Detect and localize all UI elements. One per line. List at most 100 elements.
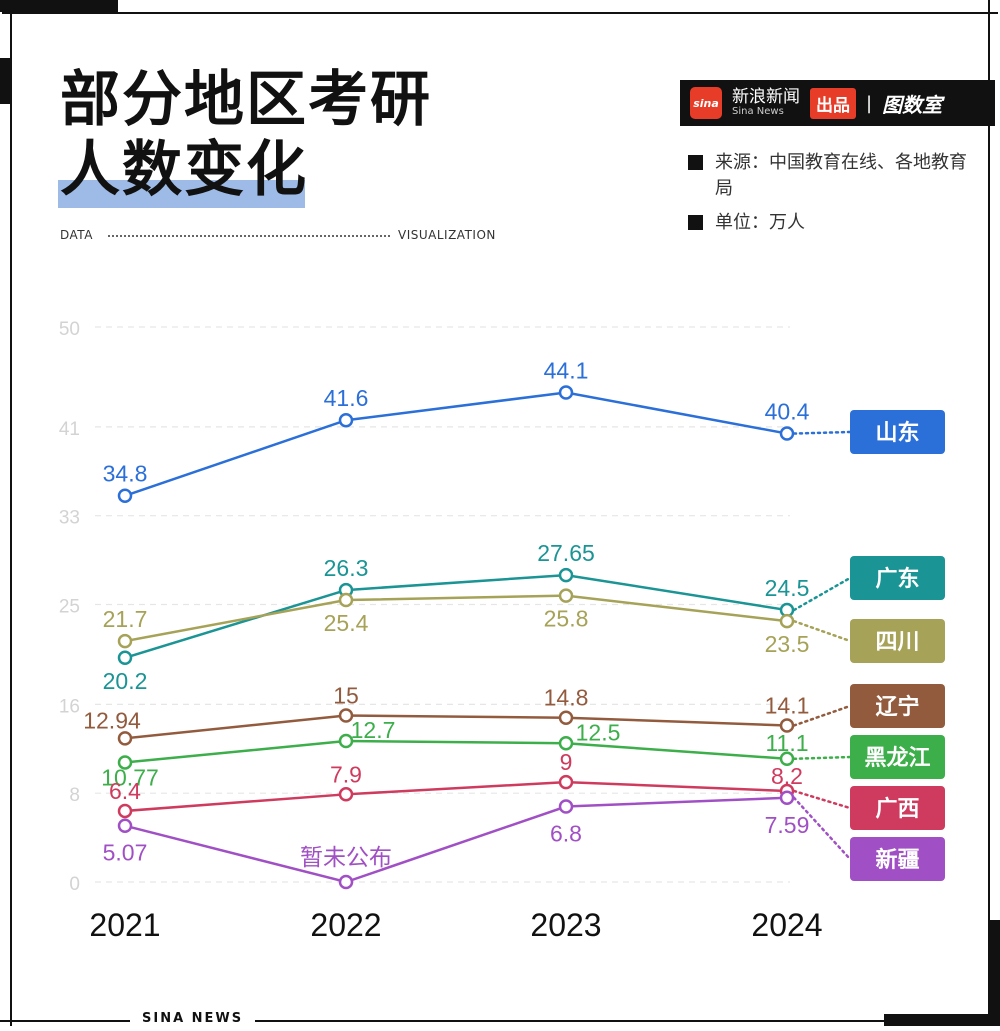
frame-top [2,12,998,14]
data-label: 26.3 [324,555,369,581]
series-line-2 [124,594,788,643]
data-point [779,426,795,441]
x-tick-label: 2022 [310,907,381,943]
bullet-square-icon [688,155,703,170]
data-point [338,733,354,749]
data-label: 44.1 [544,357,589,383]
data-point [338,412,354,428]
legend-connector [792,755,852,761]
data-label: 12.7 [351,717,396,743]
y-tick-label: 16 [59,696,80,717]
data-label: 40.4 [765,399,810,425]
data-label: 14.1 [765,692,810,718]
data-label: 20.2 [103,668,148,694]
data-point [558,799,574,814]
data-label: 8.2 [771,763,803,789]
data-label: 12.5 [576,719,621,745]
data-point [558,385,574,400]
y-tick-label: 33 [59,508,80,529]
unit-text: 单位：万人 [715,212,805,233]
data-point [338,874,354,890]
data-label: 15 [333,683,359,709]
data-label: 暂未公布 [300,844,392,870]
corner-left-notch [0,58,12,104]
data-label: 25.4 [324,610,369,636]
legend-connector [792,796,852,861]
dotted-rule [108,235,390,237]
legend-label: 辽宁 [875,694,919,720]
data-label: 12.94 [83,707,141,733]
data-point [117,633,133,649]
source-note: 来源：中国教育在线、各地教育局 [688,150,983,202]
legend-label: 黑龙江 [864,746,930,771]
data-label: DATA [60,228,93,242]
data-point [338,787,354,802]
data-label: 34.8 [103,461,148,487]
series-line-6 [124,796,788,884]
legend-pill [850,735,945,779]
corner-top-left [0,0,118,12]
data-label: 7.9 [330,761,362,787]
data-point [558,710,574,725]
y-tick-label: 0 [69,874,80,895]
legend-connector [792,789,852,810]
data-label: 10.77 [101,764,159,790]
title-highlight [58,180,305,208]
brand-name: 新浪新闻 Sina News [732,88,800,117]
data-label: 41.6 [324,385,369,411]
data-label: 23.5 [765,631,810,657]
unit-note: 单位：万人 [688,210,805,236]
data-label: 24.5 [765,575,810,601]
data-point [117,488,133,503]
data-point [558,774,574,790]
data-point [117,755,133,770]
data-label: 7.59 [765,812,810,838]
legend-pill [850,786,945,830]
legend-pill [850,837,945,881]
data-label: 25.8 [544,606,589,632]
visualization-label: VISUALIZATION [398,228,496,242]
data-label: 27.65 [537,540,595,566]
page-title-line1: 部分地区考研 [60,65,432,135]
data-point [558,736,574,751]
legend-label: 山东 [875,420,919,446]
data-label: 6.8 [550,821,582,847]
series-line-4 [124,739,788,764]
y-tick-label: 41 [59,419,80,440]
legend-pill [850,410,945,454]
data-label: 6.4 [109,778,141,804]
data-label: 9 [560,749,573,775]
legend-pill [850,684,945,728]
brand-separator: | [866,92,873,114]
x-tick-label: 2021 [89,907,160,943]
y-tick-label: 50 [59,319,80,340]
series-line-1 [124,573,788,659]
corner-right-notch [988,920,1000,1026]
data-point [779,613,795,629]
series-line-3 [124,714,788,740]
data-point [338,592,354,608]
data-label: 11.1 [765,730,808,756]
data-label: 14.8 [544,685,589,711]
legend-pill [850,556,945,600]
data-point [117,818,133,833]
series-line-0 [124,391,788,497]
data-label: 5.07 [103,840,148,866]
legend-connector [792,704,852,727]
series-line-5 [124,780,788,813]
x-tick-label: 2024 [751,907,822,943]
corner-bottom-right [884,1014,1000,1026]
x-tick-label: 2023 [530,907,601,943]
frame-right [988,0,990,1026]
data-point [779,790,795,806]
source-text: 来源：中国教育在线、各地教育局 [715,152,967,199]
page-title-line2: 人数变化 [60,135,308,205]
footer-brand: SINA NEWS [130,1011,256,1031]
legend-pill [850,619,945,663]
y-tick-label: 25 [59,597,80,618]
data-label: 21.7 [103,606,148,632]
brand-room-logo: 图数室 [882,92,943,117]
y-tick-label: 8 [69,785,80,806]
legend-label: 广东 [875,566,919,592]
